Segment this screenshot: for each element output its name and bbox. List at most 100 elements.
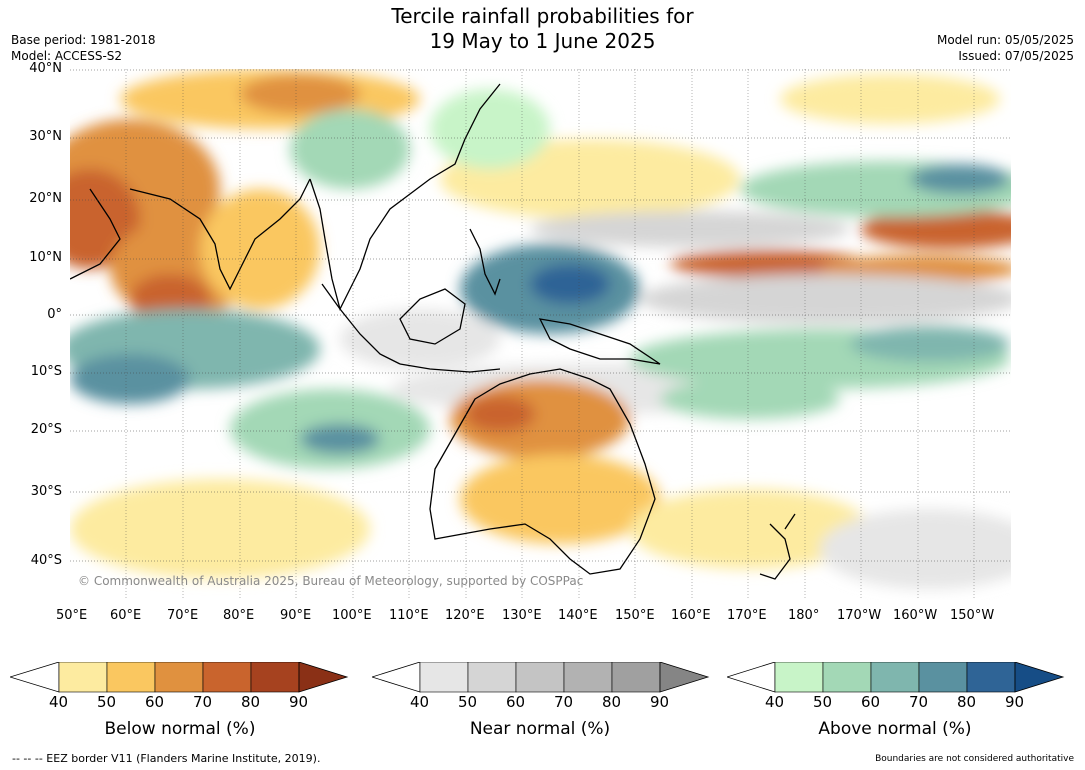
below-normal-region [460,454,660,544]
below-normal-region [465,396,535,432]
map-canvas [70,69,1011,600]
colorbar-below-scale [8,661,349,693]
above-normal-region [70,354,190,404]
lon-label: 180° [788,608,820,623]
cbar-near-tick: 50 [458,693,478,711]
lon-label: 130°E [502,608,542,623]
above-normal-region [300,424,380,454]
cbar-below-tick: 80 [241,693,261,711]
below-normal-region [670,250,870,278]
cbar-near-tick: 70 [554,693,574,711]
model-run: Model run: 05/05/2025 [936,33,1074,47]
below-normal-region [630,489,870,569]
lat-label: 40°N [29,61,62,76]
colorbar-above-scale [725,661,1065,693]
above-normal-region [530,264,610,304]
base-period: Base period: 1981-2018 [11,33,156,47]
cbar-above-tick: 80 [957,693,977,711]
lon-label: 90°E [280,608,312,623]
below-normal-region [780,74,1000,124]
coast-indochina [309,83,501,311]
coast-arabia-india [70,178,311,291]
lat-label: 10°S [30,364,62,379]
near-normal-region [640,274,1011,324]
near-normal-region [820,509,1011,589]
cbar-near-tick: 40 [410,693,430,711]
cbar-below-tick: 90 [289,693,309,711]
lon-label: 100°E [332,608,372,623]
lon-label: 120°E [445,608,485,623]
issued-date: Issued: 07/05/2025 [958,49,1074,63]
lon-label: 150°E [615,608,655,623]
lon-label: 150°W [950,608,995,623]
lat-label: 40°S [30,553,62,568]
coast-new-zealand [759,513,796,580]
lat-label: 30°N [29,129,62,144]
colorbar-near [370,661,712,698]
lat-label: 20°S [30,422,62,437]
cbar-near-tick: 80 [602,693,622,711]
lon-label: 60°E [110,608,142,623]
boundary-disclaimer: Boundaries are not considered authoritat… [875,754,1074,764]
coast-new-guinea [538,318,661,365]
meta-left: Base period: 1981-2018 Model: ACCESS-S2 [11,32,156,64]
lon-label: 50°E [56,608,88,623]
title-line-1: Tercile rainfall probabilities for [391,4,694,28]
cbar-near-title: Near normal (%) [469,719,611,739]
graticule [70,69,1011,562]
cbar-above-tick: 60 [861,693,881,711]
cbar-near-tick: 60 [506,693,526,711]
below-normal-region [860,209,1011,249]
below-normal-region [240,74,360,114]
lon-label: 160°E [671,608,711,623]
lon-label: 140°E [558,608,598,623]
above-normal-region [430,89,550,169]
coast-philippines [469,228,501,296]
near-normal-region [340,309,500,369]
below-normal-region [70,479,370,579]
model-name: Model: ACCESS-S2 [11,49,123,63]
cbar-below-tick: 50 [97,693,117,711]
near-normal-region [530,211,850,247]
copyright-notice: © Commonwealth of Australia 2025, Bureau… [78,574,584,588]
cbar-above-tick: 50 [813,693,833,711]
lat-label: 10°N [29,250,62,265]
cbar-above-tick: 40 [765,693,785,711]
above-normal-region [290,109,410,189]
colorbar-below [8,661,350,698]
lon-label: 170°W [837,608,882,623]
cbar-below-tick: 70 [193,693,213,711]
above-normal-region [850,326,1010,362]
coast-java [399,363,501,373]
cbar-above-tick: 70 [909,693,929,711]
lon-label: 70°E [167,608,199,623]
coast-australia [429,368,656,575]
cbar-below-tick: 40 [49,693,69,711]
eez-note: -- -- -- EEZ border V11 (Flanders Marine… [12,752,321,765]
lon-label: 110°E [389,608,429,623]
title-line-2: 19 May to 1 June 2025 [429,29,656,53]
above-normal-region [910,164,1010,194]
cbar-above-tick: 90 [1005,693,1025,711]
map-title: Tercile rainfall probabilities for 19 Ma… [0,4,1085,54]
coastlines [70,83,796,580]
coast-borneo [399,288,466,345]
probability-field [70,69,1011,589]
coast-sumatra [321,283,401,365]
colorbar-near-scale [370,661,710,693]
colorbar-above [725,661,1067,698]
probability-map: © Commonwealth of Australia 2025, Bureau… [70,69,1011,600]
cbar-below-tick: 60 [145,693,165,711]
cbar-near-tick: 90 [650,693,670,711]
lon-label: 160°W [893,608,938,623]
lat-label: 30°S [30,484,62,499]
lat-label: 0° [47,307,62,322]
lon-label: 80°E [223,608,255,623]
above-normal-region [660,379,840,419]
lon-label: 170°E [727,608,767,623]
lat-label: 20°N [29,191,62,206]
below-normal-region [200,189,320,309]
cbar-above-title: Above normal (%) [818,719,972,739]
cbar-below-title: Below normal (%) [104,719,256,739]
meta-right: Model run: 05/05/2025 Issued: 07/05/2025 [937,32,1074,64]
